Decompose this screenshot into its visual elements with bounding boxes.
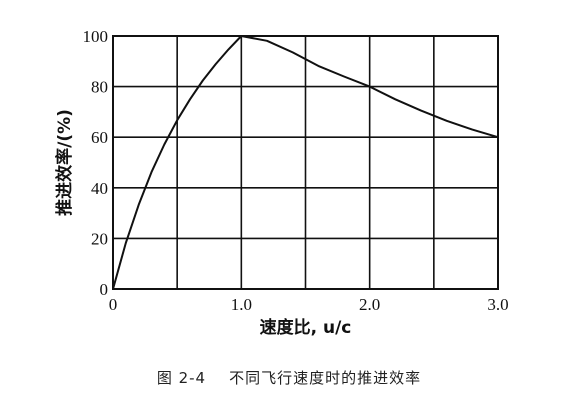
y-tick-label: 20 (91, 229, 108, 248)
y-tick-label: 40 (91, 179, 108, 198)
efficiency-curve (112, 35, 499, 290)
x-tick-label: 3.0 (487, 295, 508, 314)
x-axis-title: 速度比, u/c (260, 317, 352, 338)
grid (112, 35, 499, 290)
y-tick-label: 0 (100, 280, 109, 299)
y-tick-label: 80 (91, 78, 108, 97)
y-tick-labels: 0 20 40 60 80 100 (83, 27, 109, 299)
x-tick-labels: 0 1.0 2.0 3.0 (109, 295, 509, 314)
chart: 0 1.0 2.0 3.0 0 20 40 60 80 100 速度比, u/c 推进效率/(%… (54, 27, 509, 338)
y-axis-title: 推进效率/(%) (54, 109, 75, 216)
x-tick-label: 0 (109, 295, 118, 314)
y-tick-label: 60 (91, 128, 108, 147)
y-tick-label: 100 (83, 27, 109, 46)
plot-frame (112, 35, 499, 290)
x-tick-label: 2.0 (359, 295, 380, 314)
plot-border (112, 35, 499, 290)
x-tick-label: 1.0 (231, 295, 252, 314)
figure-caption: 图 2-4 不同飞行速度时的推进效率 (156, 369, 422, 387)
series-layer (112, 35, 499, 290)
